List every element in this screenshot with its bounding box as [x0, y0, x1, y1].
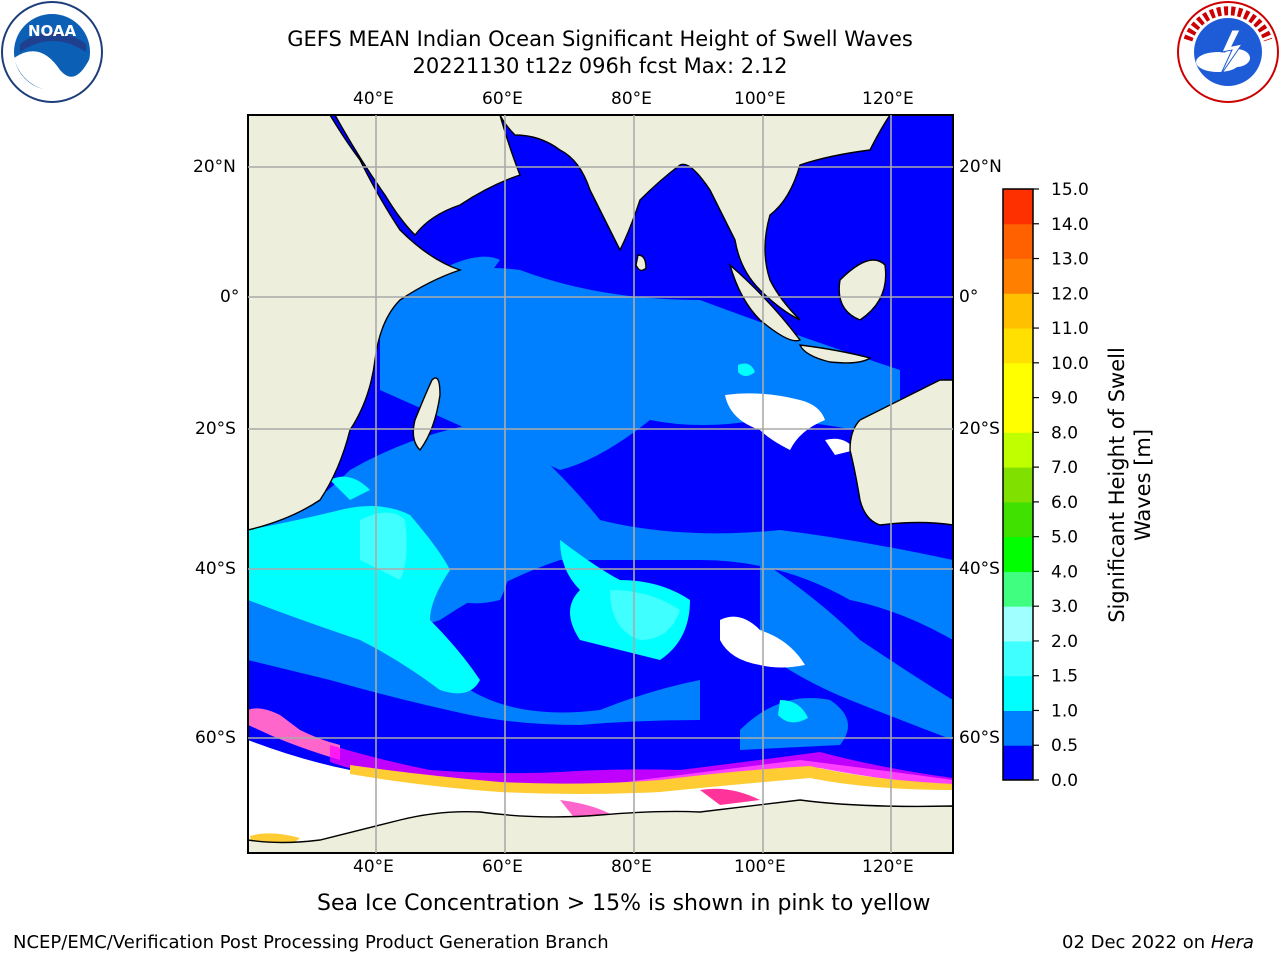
colorbar-tick-label: 1.5: [1051, 667, 1078, 687]
colorbar-segment: [1003, 258, 1033, 294]
colorbar-segment: [1003, 223, 1033, 260]
colorbar-tick-label: 9.0: [1051, 389, 1078, 409]
colorbar-tick-label: 10.0: [1051, 354, 1089, 374]
colorbar-tick-label: 13.0: [1051, 250, 1089, 270]
bottom-axis-label: 100°E: [734, 857, 786, 877]
footer-date-text: 02 Dec 2022 on: [1062, 932, 1211, 953]
top-axis-label: 100°E: [734, 89, 786, 109]
bottom-axis-label: 60°E: [482, 857, 523, 877]
colorbar-tick-label: 2.0: [1051, 632, 1078, 652]
colorbar-label-line1: Significant Height of Swell: [1105, 347, 1129, 623]
colorbar-tick-label: 0.5: [1051, 736, 1078, 756]
colorbar: 0.0 0.5 1.0 1.5 2.0 3.0 4.0 5.0 6.0 7.0 8.0 9.0 10.0…: [1002, 180, 1089, 791]
colorbar-tick-label: 3.0: [1051, 597, 1078, 617]
graticule: [248, 115, 953, 853]
noaa-logo-text: NOAA: [28, 22, 77, 40]
colorbar-segment: [1003, 293, 1033, 329]
footer-host: Hera: [1210, 932, 1254, 953]
colorbar-segment: [1003, 362, 1033, 399]
colorbar-segment: [1003, 710, 1033, 746]
noaa-logo: NOAA: [1, 1, 103, 103]
footer-credit: NCEP/EMC/Verification Post Processing Pr…: [13, 932, 609, 953]
bottom-axis-label: 80°E: [611, 857, 652, 877]
right-axis-label: 60°S: [959, 728, 1000, 748]
colorbar-tick-label: 6.0: [1051, 493, 1078, 513]
top-axis-label: 120°E: [862, 89, 914, 109]
left-axis-label: 40°S: [195, 559, 236, 579]
colorbar-segment: [1003, 536, 1033, 572]
left-axis-label: 60°S: [195, 728, 236, 748]
sea-ice-caption: Sea Ice Concentration > 15% is shown in …: [317, 891, 931, 916]
right-axis-label: 40°S: [959, 559, 1000, 579]
colorbar-tick-label: 15.0: [1051, 180, 1089, 200]
footer-date: 02 Dec 2022 on Hera: [1062, 932, 1254, 953]
colorbar-segment: [1003, 675, 1033, 711]
top-axis-label: 40°E: [353, 89, 394, 109]
colorbar-label-line2: Waves [m]: [1131, 428, 1155, 542]
colorbar-segment: [1003, 328, 1033, 364]
map-subtitle: 20221130 t12z 096h fcst Max: 2.12: [412, 54, 788, 78]
colorbar-segment: [1003, 397, 1033, 433]
colorbar-tick-label: 1.0: [1051, 701, 1078, 721]
colorbar-segment: [1003, 501, 1033, 538]
nws-logo: [1177, 1, 1279, 103]
map-panel: [248, 115, 953, 853]
right-axis-label: 20°S: [959, 419, 1000, 439]
colorbar-tick-label: 5.0: [1051, 528, 1078, 548]
left-axis-label: 0°: [220, 287, 240, 307]
top-axis-label: 80°E: [611, 89, 652, 109]
colorbar-tick-label: 4.0: [1051, 562, 1078, 582]
colorbar-segment: [1003, 467, 1033, 503]
left-axis-label: 20°N: [193, 157, 236, 177]
colorbar-segment: [1003, 571, 1033, 607]
colorbar-tick-label: 7.0: [1051, 458, 1078, 478]
colorbar-segment: [1003, 432, 1033, 468]
left-axis-label: 20°S: [195, 419, 236, 439]
colorbar-frame: [1002, 188, 1034, 781]
right-axis-label: 0°: [959, 287, 979, 307]
colorbar-segment: [1003, 606, 1033, 642]
colorbar-tick-label: 14.0: [1051, 215, 1089, 235]
colorbar-tick-label: 0.0: [1051, 771, 1078, 791]
map-frame: [247, 114, 954, 854]
colorbar-tick-label: 8.0: [1051, 423, 1078, 443]
colorbar-segment: [1003, 745, 1033, 781]
map-title: GEFS MEAN Indian Ocean Significant Heigh…: [287, 27, 913, 51]
colorbar-tick-label: 12.0: [1051, 284, 1089, 304]
colorbar-tick-label: 11.0: [1051, 319, 1089, 339]
bottom-axis-label: 120°E: [862, 857, 914, 877]
colorbar-segment: [1003, 189, 1033, 225]
top-axis-label: 60°E: [482, 89, 523, 109]
colorbar-segment: [1003, 640, 1033, 677]
right-axis-label: 20°N: [959, 157, 1002, 177]
bottom-axis-label: 40°E: [353, 857, 394, 877]
